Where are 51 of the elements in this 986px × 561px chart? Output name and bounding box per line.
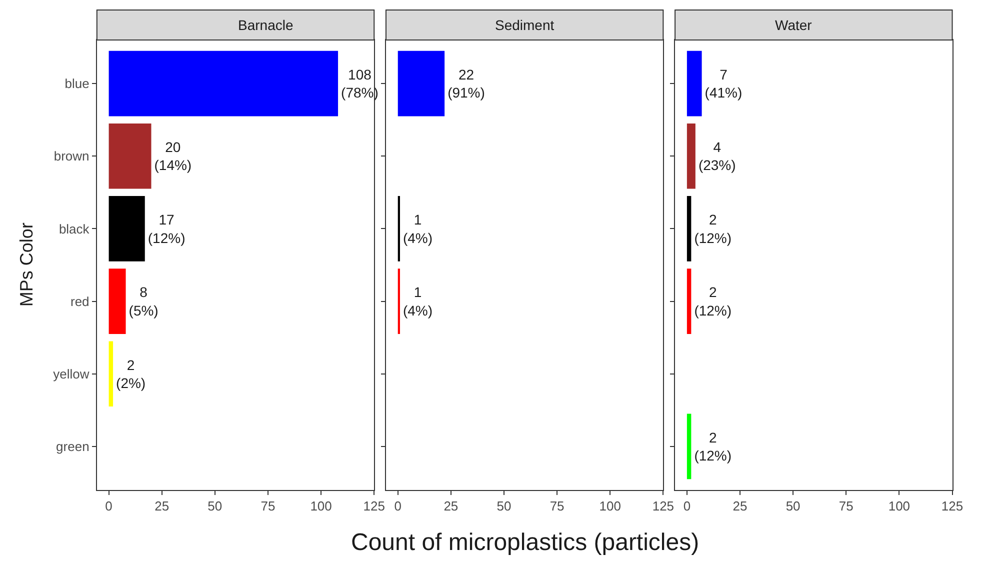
x-tick-label: 75 [838,498,854,514]
chart-title: Barnacle [238,17,294,33]
x-tick-label: 75 [550,498,564,514]
data-label: 20 (14%) [154,139,192,174]
x-tick-label: 125 [652,498,674,514]
data-label: 7 (41%) [704,66,742,101]
x-tick-label: 25 [732,498,748,514]
bar [686,414,692,480]
x-tick-label: 0 [683,498,691,514]
bar [108,268,126,334]
x-tick-label: 125 [363,498,385,514]
bar [108,123,152,189]
x-tick-label: 100 [888,498,910,514]
x-tick-label: 50 [208,498,222,514]
bar [108,341,114,407]
y-tick-label: green [56,439,90,454]
bar [108,196,145,262]
data-label: 2 (2%) [116,356,146,391]
chart-title: Water [775,17,812,33]
x-tick-label: 0 [105,498,112,514]
chart-title: Sediment [495,17,554,33]
bar [686,50,702,116]
data-label: 8 (5%) [128,284,158,318]
data-label: 2 (12%) [694,212,732,246]
y-axis-title: MPs Color [16,222,37,307]
bar [108,50,338,116]
x-tick-label: 25 [154,498,170,514]
y-tick-label: red [70,294,90,309]
data-label: 22 (91%) [448,66,485,101]
data-label: 2 (12%) [694,429,732,464]
x-tick-label: 50 [496,498,512,514]
y-tick-label: yellow [53,366,90,382]
data-label: 17 (12%) [148,212,186,246]
y-tick-label: blue [64,76,90,92]
bar [686,268,692,334]
y-tick-label: brown [54,148,90,164]
y-tick-label: black [58,221,90,236]
x-tick-label: 50 [786,498,800,514]
data-label: 1 (4%) [402,284,433,318]
data-label: 1 (4%) [402,212,433,246]
x-tick-label: 125 [941,498,964,514]
bar [686,196,692,262]
x-tick-label: 75 [260,498,276,514]
x-axis-title: Count of microplastics (particles) [351,529,700,556]
x-tick-label: 100 [310,498,332,514]
data-label: 4 (23%) [698,139,736,174]
x-tick-label: 0 [394,498,402,514]
x-tick-label: 25 [444,498,458,514]
x-tick-label: 100 [599,498,621,514]
data-label: 2 (12%) [694,284,732,318]
bar [686,123,696,189]
